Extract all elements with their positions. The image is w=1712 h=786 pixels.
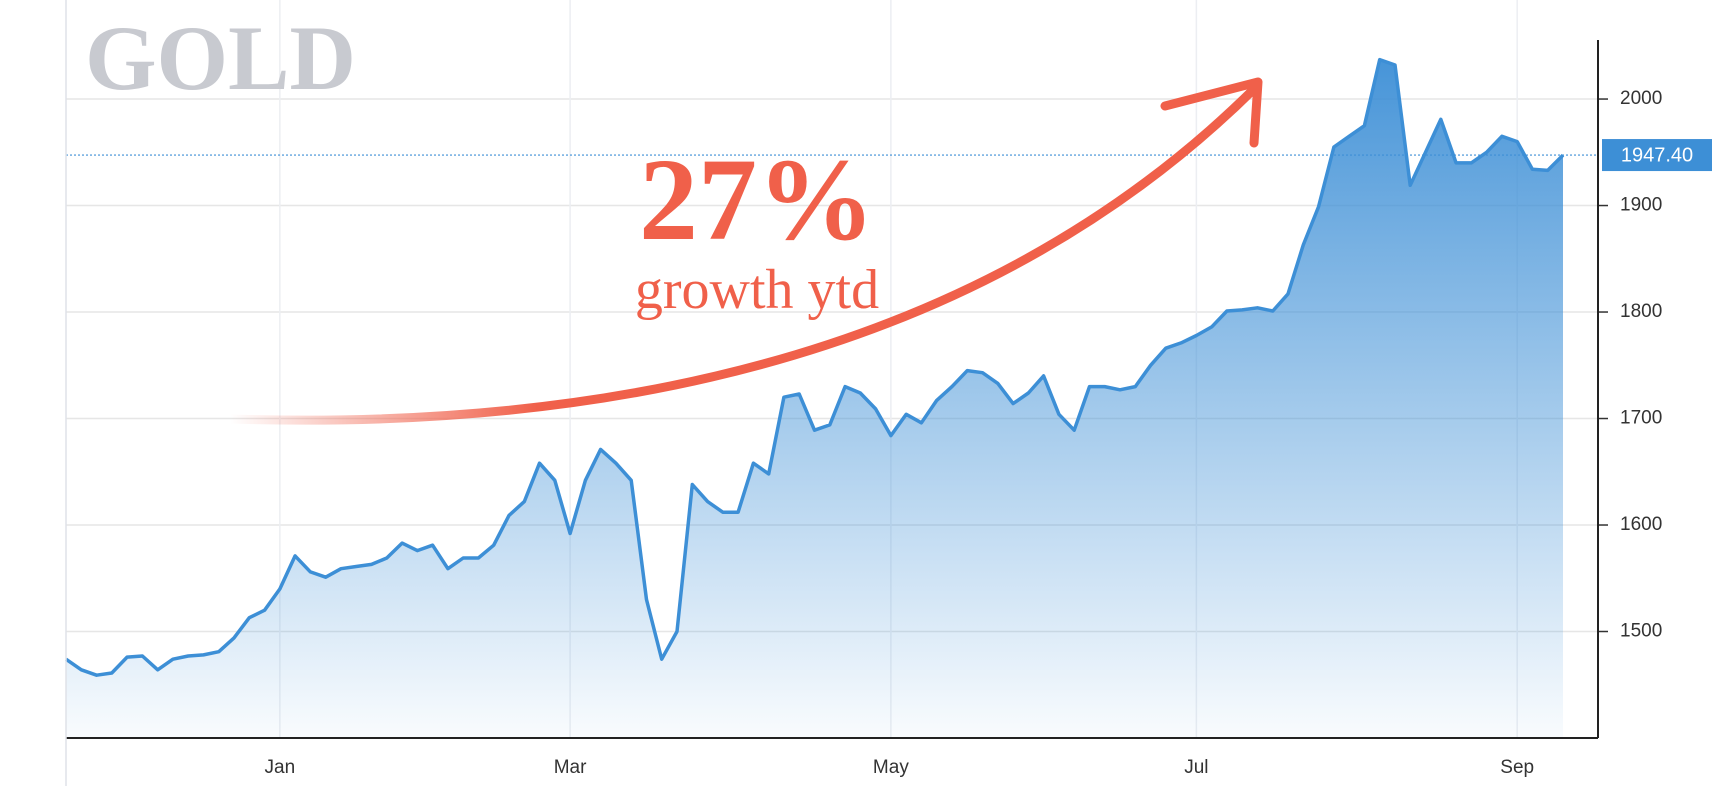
x-tick-label: Mar — [554, 757, 587, 778]
axes: 1500 1600 1700 1800 1900 2000 Jan Mar May Jul Sep 1… — [65, 0, 1712, 786]
y-tick-label: 1500 — [1620, 621, 1662, 642]
x-tick-label: Sep — [1500, 757, 1534, 778]
last-value-box — [1602, 139, 1712, 172]
y-tick-label: 1800 — [1620, 301, 1662, 322]
arrow — [225, 83, 1260, 425]
x-tick-label: Jan — [265, 757, 296, 778]
y-tick-label: 1700 — [1620, 408, 1662, 429]
headline: 27% — [639, 134, 875, 265]
y-tick-label: 2000 — [1620, 88, 1662, 109]
chart-title: GOLD — [85, 7, 356, 109]
plot — [65, 57, 1598, 739]
x-tick-label: May — [873, 757, 909, 778]
y-tick-label: 1900 — [1620, 195, 1662, 216]
x-tick-label: Jul — [1184, 757, 1208, 778]
line — [65, 57, 1565, 677]
area — [66, 59, 1563, 739]
y-tick-label: 1600 — [1620, 514, 1662, 535]
caption: growth ytd — [635, 259, 879, 321]
last-value-label: 1947.40 — [1621, 144, 1693, 166]
arrow-head — [1160, 77, 1263, 148]
